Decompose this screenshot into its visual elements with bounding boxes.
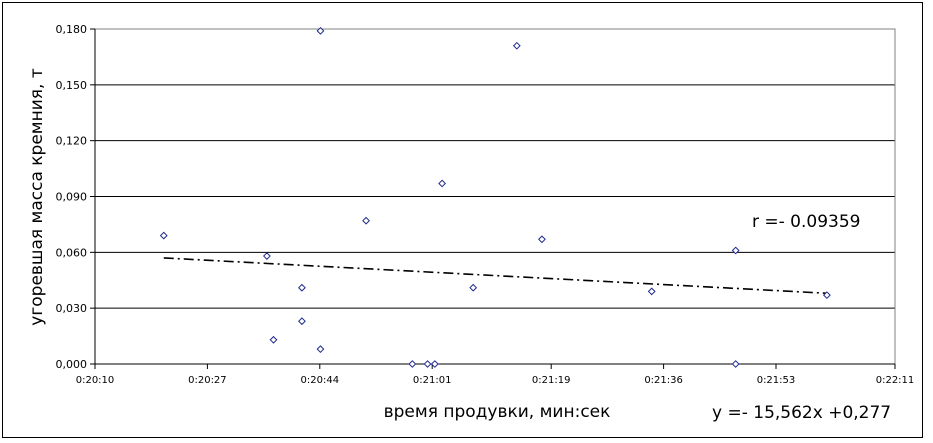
x-axis-title: время продувки, мин:сек: [384, 402, 611, 422]
data-point-14: [538, 235, 546, 244]
y-tick-label-2: 0,060: [56, 246, 88, 259]
trendline: [163, 257, 827, 295]
data-point-16: [731, 246, 740, 255]
y-tick-label-6: 0,180: [56, 23, 88, 36]
x-tick-label-0: 0:20:10: [76, 375, 115, 386]
trendline-layer: [163, 257, 827, 295]
data-point-6: [316, 345, 325, 354]
data-point-10: [430, 360, 439, 368]
x-tick-label-5: 0:21:36: [644, 375, 683, 386]
data-points: [159, 26, 831, 368]
y-tick-label-0: 0,000: [56, 358, 88, 371]
data-point-8: [408, 360, 417, 368]
regression-equation: y =- 15,562x +0,277: [712, 403, 891, 423]
data-point-0: [159, 231, 168, 240]
x-tick-label-3: 0:21:01: [413, 375, 452, 386]
data-point-5: [316, 26, 325, 35]
y-axis-title: угоревшая масса кремния, т: [27, 68, 47, 326]
data-point-11: [438, 179, 447, 188]
y-tick-label-4: 0,120: [56, 135, 88, 148]
data-point-18: [822, 291, 831, 300]
x-tick-label-2: 0:20:44: [301, 375, 340, 386]
x-tick-label-4: 0:21:19: [532, 375, 571, 386]
data-point-4: [298, 317, 306, 326]
data-point-1: [262, 252, 271, 260]
chart-frame: [2, 2, 923, 438]
y-tick-labels: 0,000 0,030 0,060 0,090 0,120 0,150 0,180: [56, 23, 88, 371]
grid-lines: [95, 28, 895, 309]
data-point-15: [647, 287, 656, 296]
data-point-13: [512, 41, 521, 50]
data-point-3: [298, 283, 306, 292]
data-point-2: [269, 335, 278, 344]
x-tick-label-7: 0:22:11: [876, 375, 915, 386]
data-point-17: [731, 360, 740, 368]
x-tick-label-6: 0:21:53: [757, 375, 796, 386]
y-tick-label-5: 0,150: [56, 79, 88, 92]
y-tick-label-3: 0,090: [56, 191, 88, 204]
axes: [90, 28, 896, 369]
x-tick-label-1: 0:20:27: [188, 375, 227, 386]
x-tick-labels: 0:20:10 0:20:27 0:20:44 0:21:01 0:21:19 0:21:…: [76, 375, 915, 386]
data-point-12: [469, 283, 478, 292]
data-point-7: [362, 216, 370, 225]
data-point-9: [423, 360, 432, 368]
y-tick-label-1: 0,030: [56, 302, 88, 315]
correlation-annotation: r =- 0.09359: [752, 212, 860, 232]
